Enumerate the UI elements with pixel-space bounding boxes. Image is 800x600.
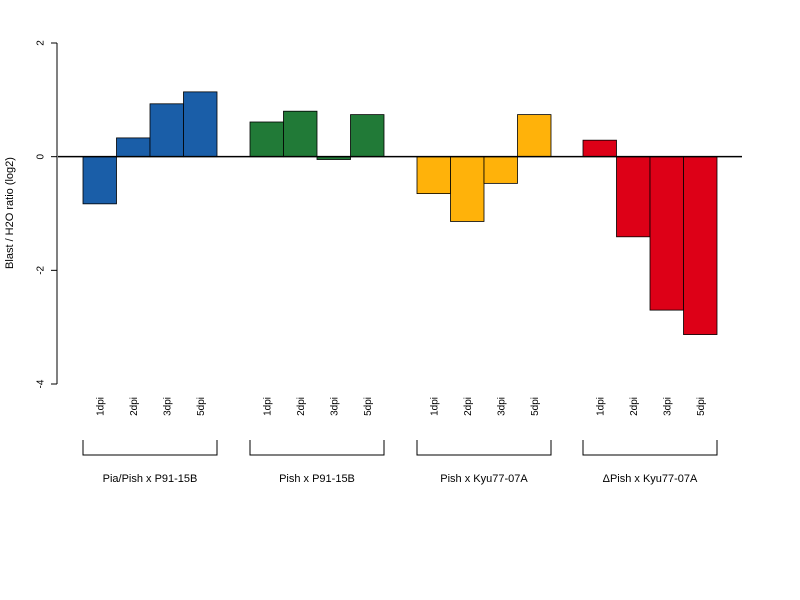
bar [82, 156, 117, 205]
group-label: Pish x P91-15B [279, 473, 355, 485]
group-label: ΔPish x Kyu77-07A [603, 473, 698, 485]
x-tick-label: 1dpi [429, 397, 440, 416]
bar [249, 121, 284, 158]
bar [283, 110, 318, 158]
y-axis-title: Blast / H2O ratio (log2) [4, 157, 16, 269]
x-tick-label: 2dpi [463, 397, 474, 416]
group-bracket [582, 440, 718, 456]
x-tick-label: 3dpi [662, 397, 673, 416]
y-tick-label: 0 [36, 153, 47, 159]
group-labels: Pia/Pish x P91-15B Pish x P91-15B Pish x K… [103, 473, 698, 485]
x-tick-label: 2dpi [129, 397, 140, 416]
bar [416, 156, 451, 195]
bar [649, 156, 684, 311]
y-tick-label: -2 [36, 265, 47, 274]
bar [149, 103, 184, 158]
bar [683, 156, 718, 335]
x-tick-label: 1dpi [595, 397, 606, 416]
bar [450, 156, 485, 222]
x-tick-label: 3dpi [496, 397, 507, 416]
x-tick-label: 5dpi [530, 397, 541, 416]
group-label: Pia/Pish x P91-15B [103, 473, 198, 485]
bar [616, 156, 651, 238]
bar [116, 137, 151, 158]
x-tick-label: 1dpi [95, 397, 106, 416]
y-tick-label: 2 [36, 40, 47, 46]
x-tick-label: 2dpi [629, 397, 640, 416]
bar [483, 156, 518, 184]
group-bracket [416, 440, 552, 456]
group-bracket [82, 440, 218, 456]
x-tick-label: 5dpi [696, 397, 707, 416]
bar [582, 139, 617, 158]
x-tick-label: 1dpi [262, 397, 273, 416]
x-tick-label: 5dpi [196, 397, 207, 416]
x-tick-label: 3dpi [329, 397, 340, 416]
bars [82, 91, 718, 335]
x-tick-label: 5dpi [363, 397, 374, 416]
bar [517, 114, 552, 158]
y-axis: 2 0 -2 -4 [36, 40, 58, 388]
category-labels: 1dpi 2dpi 3dpi 5dpi 1dpi 2dpi 3dpi 5dpi 1dpi 2dpi… [95, 397, 707, 416]
group-brackets [82, 440, 718, 456]
x-tick-label: 2dpi [296, 397, 307, 416]
group-label: Pish x Kyu77-07A [440, 473, 528, 485]
x-tick-label: 3dpi [162, 397, 173, 416]
bar [183, 91, 218, 158]
group-bracket [249, 440, 385, 456]
bar [350, 114, 385, 158]
y-tick-label: -4 [36, 379, 47, 388]
